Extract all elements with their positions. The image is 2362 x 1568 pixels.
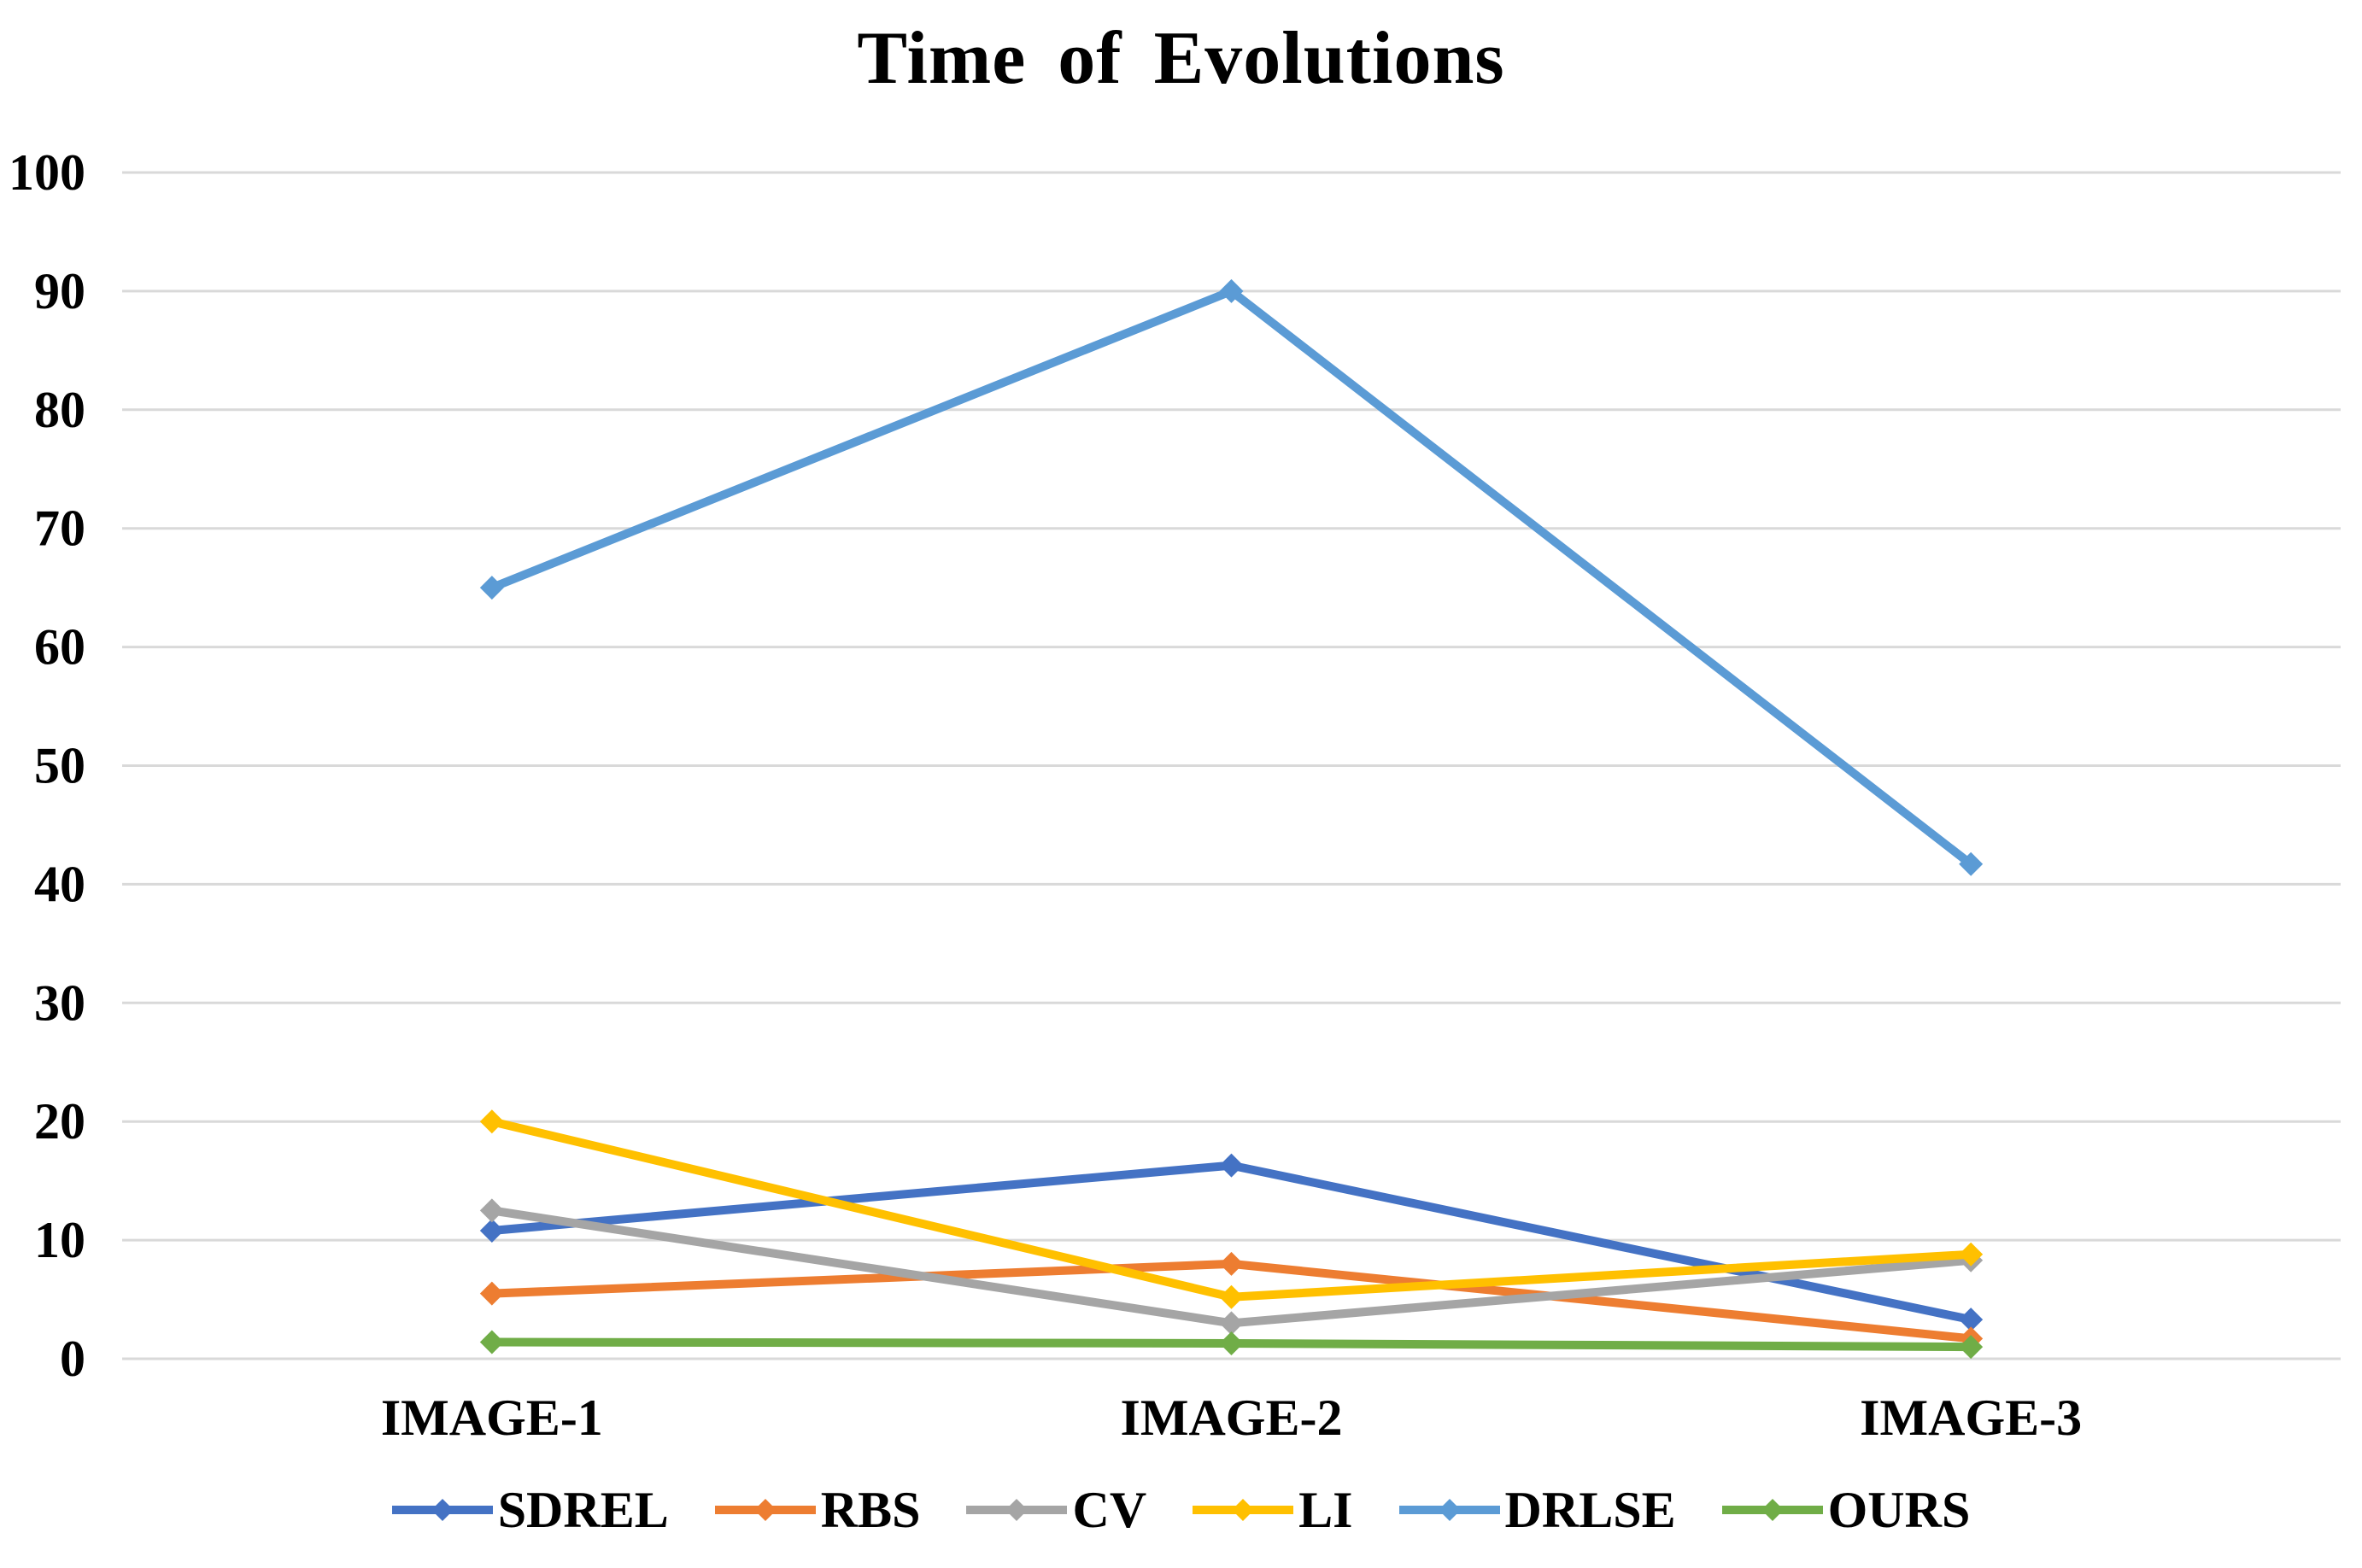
legend-label: RBS bbox=[820, 1482, 921, 1538]
y-tick-label: 50 bbox=[34, 738, 85, 794]
legend-item-li: LI bbox=[1193, 1482, 1353, 1538]
legend-label: CV bbox=[1072, 1482, 1147, 1538]
data-point-marker-rbs bbox=[1219, 1251, 1244, 1276]
legend-swatch-icon bbox=[1721, 1499, 1823, 1521]
legend-label: SDREL bbox=[497, 1482, 669, 1538]
y-tick-label: 0 bbox=[60, 1331, 85, 1387]
legend-swatch-icon bbox=[1398, 1499, 1500, 1521]
y-tick-label: 100 bbox=[9, 144, 85, 201]
y-tick-label: 20 bbox=[34, 1093, 85, 1150]
x-axis-label: IMAGE-1 bbox=[381, 1390, 603, 1446]
data-point-marker-drlse bbox=[1219, 278, 1244, 303]
legend-swatch-icon bbox=[391, 1499, 493, 1521]
legend-item-sdrel: SDREL bbox=[391, 1482, 669, 1538]
y-tick-label: 70 bbox=[34, 500, 85, 557]
data-point-marker-ours bbox=[479, 1330, 504, 1354]
y-tick-label: 90 bbox=[34, 263, 85, 319]
legend-label: LI bbox=[1298, 1482, 1353, 1538]
y-tick-label: 80 bbox=[34, 382, 85, 438]
data-point-marker-ours bbox=[1959, 1335, 1984, 1360]
series-line-drlse bbox=[489, 286, 1974, 868]
y-tick-label: 60 bbox=[34, 619, 85, 676]
data-point-marker-rbs bbox=[479, 1281, 504, 1306]
legend-swatch-icon bbox=[714, 1499, 816, 1521]
data-point-marker-li bbox=[1959, 1242, 1984, 1267]
x-axis-label: IMAGE-2 bbox=[1121, 1390, 1343, 1446]
data-point-marker-sdrel bbox=[1219, 1153, 1244, 1178]
legend-item-cv: CV bbox=[966, 1484, 1146, 1536]
legend-label: DRLSE bbox=[1504, 1482, 1676, 1538]
data-point-marker-ours bbox=[1219, 1331, 1244, 1355]
y-tick-label: 10 bbox=[34, 1212, 85, 1268]
data-point-marker-cv bbox=[1219, 1311, 1244, 1336]
x-axis-label: IMAGE-3 bbox=[1860, 1390, 2082, 1446]
legend-swatch-icon bbox=[966, 1499, 1068, 1521]
legend-swatch-icon bbox=[1193, 1499, 1294, 1521]
data-point-marker-li bbox=[479, 1109, 504, 1134]
y-tick-label: 30 bbox=[34, 974, 85, 1031]
data-point-marker-sdrel bbox=[479, 1218, 504, 1243]
legend-label: OURS bbox=[1827, 1482, 1971, 1538]
data-point-marker-cv bbox=[479, 1198, 504, 1223]
legend-item-drlse: DRLSE bbox=[1398, 1482, 1676, 1538]
legend-item-ours: OURS bbox=[1721, 1482, 1971, 1538]
chart-legend: SDREL RBS CV LI DRLSE OURS bbox=[0, 1467, 2362, 1553]
y-tick-label: 40 bbox=[34, 856, 85, 912]
chart-title: Time of Evolutions bbox=[857, 17, 1505, 100]
legend-item-rbs: RBS bbox=[714, 1482, 921, 1538]
data-point-marker-drlse bbox=[1959, 851, 1984, 876]
data-point-marker-li bbox=[1219, 1284, 1244, 1309]
data-point-marker-drlse bbox=[479, 576, 504, 600]
data-point-marker-sdrel bbox=[1959, 1308, 1984, 1332]
